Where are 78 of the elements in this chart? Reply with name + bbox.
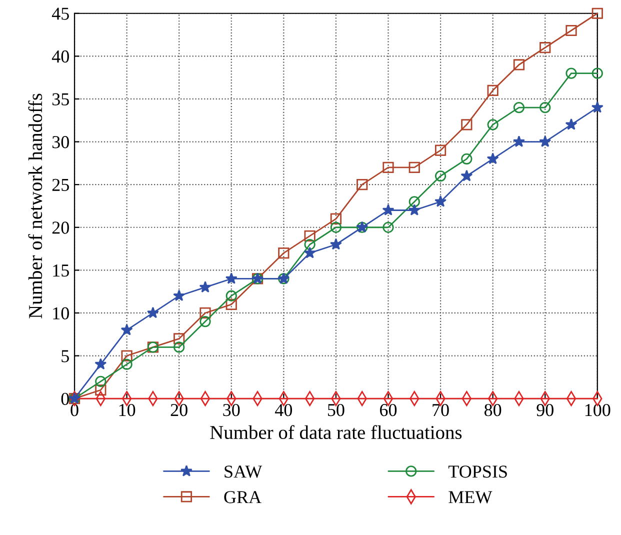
point <box>304 238 316 250</box>
point <box>95 384 106 396</box>
y-axis-title: Number of network handoffs <box>28 94 42 318</box>
point <box>540 102 551 114</box>
point <box>199 281 212 292</box>
y-tick-label: 20 <box>52 222 69 234</box>
point <box>200 316 211 328</box>
y-tick-label: 10 <box>53 307 69 320</box>
x-tick-label: 10 <box>119 404 136 416</box>
point <box>226 298 237 310</box>
point <box>487 119 498 130</box>
point <box>461 119 472 130</box>
point <box>174 342 185 353</box>
point <box>121 350 132 362</box>
point <box>486 152 499 164</box>
point <box>408 162 420 174</box>
legend-label: MEW <box>448 491 492 504</box>
point <box>120 324 133 336</box>
x-tick-label: 80 <box>484 404 502 416</box>
point <box>146 306 159 318</box>
point <box>434 144 446 156</box>
point <box>513 59 525 70</box>
point <box>225 272 238 284</box>
point <box>461 153 472 164</box>
point <box>591 101 604 113</box>
x-axis-title: Number of data rate fluctuations <box>210 425 462 440</box>
point <box>434 195 447 207</box>
legend-label: TOPSIS <box>448 466 507 478</box>
point <box>513 102 525 114</box>
x-tick-label: 20 <box>170 404 188 416</box>
x-tick-label: 70 <box>432 404 449 416</box>
point <box>434 170 446 182</box>
point <box>592 8 603 19</box>
x-tick-label: 100 <box>585 404 610 416</box>
point <box>304 230 316 242</box>
point <box>173 290 186 302</box>
point <box>382 222 394 233</box>
y-tick-label: 5 <box>62 350 69 362</box>
point <box>226 290 237 302</box>
point <box>121 358 132 370</box>
point <box>278 248 290 259</box>
point <box>565 118 578 130</box>
x-tick-label: 0 <box>70 404 78 416</box>
point <box>512 136 525 147</box>
point <box>304 246 316 258</box>
legend-label: GRA <box>224 491 262 504</box>
x-tick-label: 50 <box>328 404 344 416</box>
y-tick-label: 45 <box>52 8 69 20</box>
point <box>540 42 551 54</box>
point <box>408 196 420 208</box>
y-tick-label: 40 <box>52 50 69 63</box>
point <box>566 68 577 79</box>
point <box>408 204 420 216</box>
point <box>330 213 342 224</box>
y-tick-label: 25 <box>52 178 69 192</box>
legend-label: SAW <box>224 466 262 478</box>
point <box>330 222 342 233</box>
y-tick-label: 35 <box>52 93 69 106</box>
point <box>356 179 368 190</box>
point <box>566 24 577 36</box>
x-tick-label: 40 <box>275 404 292 416</box>
point <box>95 376 106 388</box>
point <box>539 136 552 147</box>
point <box>592 68 603 79</box>
point <box>94 358 107 370</box>
point <box>382 162 394 174</box>
point <box>200 307 211 319</box>
x-tick-label: 60 <box>380 404 397 416</box>
x-tick-label: 30 <box>223 404 240 416</box>
point <box>382 204 394 216</box>
point <box>174 333 185 344</box>
point <box>460 170 473 182</box>
y-tick-label: 30 <box>52 136 69 148</box>
y-tick-label: 0 <box>61 392 69 406</box>
point <box>487 84 498 96</box>
x-tick-label: 90 <box>536 404 554 416</box>
y-tick-label: 15 <box>53 264 69 277</box>
point <box>330 238 342 250</box>
